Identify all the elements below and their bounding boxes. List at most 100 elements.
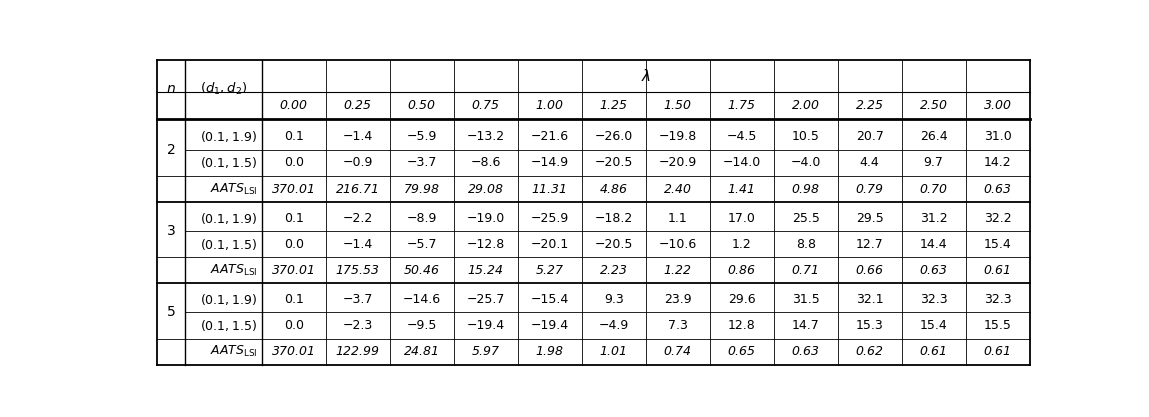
Text: 24.81: 24.81 <box>403 345 440 358</box>
Text: 32.3: 32.3 <box>920 293 948 306</box>
Text: $\mathit{AATS}_{\mathrm{LSI}}$: $\mathit{AATS}_{\mathrm{LSI}}$ <box>210 344 257 359</box>
Text: −8.6: −8.6 <box>470 156 501 169</box>
Text: 0.74: 0.74 <box>664 345 692 358</box>
Text: 0.50: 0.50 <box>408 99 435 112</box>
Text: −14.9: −14.9 <box>531 156 569 169</box>
Text: −19.0: −19.0 <box>466 211 504 225</box>
Text: 20.7: 20.7 <box>856 131 884 143</box>
Text: 12.7: 12.7 <box>856 238 884 251</box>
Text: −25.9: −25.9 <box>531 211 569 225</box>
Text: 9.3: 9.3 <box>604 293 624 306</box>
Text: $n$: $n$ <box>165 82 176 96</box>
Text: 2.50: 2.50 <box>919 99 948 112</box>
Text: $(0.1, 1.9)$: $(0.1, 1.9)$ <box>200 211 257 226</box>
Text: 122.99: 122.99 <box>336 345 379 358</box>
Text: 370.01: 370.01 <box>271 345 316 358</box>
Text: 2.40: 2.40 <box>664 183 692 196</box>
Text: −9.5: −9.5 <box>407 319 437 332</box>
Text: $(0.1, 1.9)$: $(0.1, 1.9)$ <box>200 129 257 144</box>
Text: 14.2: 14.2 <box>984 156 1011 169</box>
Text: 0.79: 0.79 <box>856 183 884 196</box>
Text: 79.98: 79.98 <box>403 183 440 196</box>
Text: 1.1: 1.1 <box>668 211 687 225</box>
Text: 0.61: 0.61 <box>984 345 1011 358</box>
Text: 12.8: 12.8 <box>727 319 756 332</box>
Text: −13.2: −13.2 <box>466 131 504 143</box>
Text: $\mathit{AATS}_{\mathrm{LSI}}$: $\mathit{AATS}_{\mathrm{LSI}}$ <box>210 181 257 197</box>
Text: 4.86: 4.86 <box>600 183 627 196</box>
Text: 0.61: 0.61 <box>984 264 1011 277</box>
Text: 0.63: 0.63 <box>792 345 819 358</box>
Text: 0.98: 0.98 <box>792 183 819 196</box>
Text: −0.9: −0.9 <box>342 156 373 169</box>
Text: −14.0: −14.0 <box>723 156 761 169</box>
Text: −5.9: −5.9 <box>407 131 437 143</box>
Text: −5.7: −5.7 <box>407 238 437 251</box>
Text: 0.0: 0.0 <box>284 156 303 169</box>
Text: −19.4: −19.4 <box>466 319 504 332</box>
Text: 7.3: 7.3 <box>668 319 687 332</box>
Text: 0.63: 0.63 <box>919 264 948 277</box>
Text: 0.61: 0.61 <box>919 345 948 358</box>
Text: 29.5: 29.5 <box>856 211 884 225</box>
Text: 370.01: 370.01 <box>271 183 316 196</box>
Text: 1.00: 1.00 <box>535 99 564 112</box>
Text: −20.9: −20.9 <box>658 156 696 169</box>
Text: 15.5: 15.5 <box>984 319 1011 332</box>
Text: 3.00: 3.00 <box>984 99 1011 112</box>
Text: −8.9: −8.9 <box>407 211 437 225</box>
Text: −12.8: −12.8 <box>466 238 504 251</box>
Text: 26.4: 26.4 <box>920 131 948 143</box>
Text: 32.1: 32.1 <box>856 293 884 306</box>
Text: −1.4: −1.4 <box>342 131 372 143</box>
Text: −2.3: −2.3 <box>342 319 372 332</box>
Text: 0.0: 0.0 <box>284 319 303 332</box>
Text: 14.4: 14.4 <box>920 238 948 251</box>
Text: −3.7: −3.7 <box>342 293 373 306</box>
Text: 1.50: 1.50 <box>664 99 692 112</box>
Text: 0.66: 0.66 <box>856 264 884 277</box>
Text: 32.2: 32.2 <box>984 211 1011 225</box>
Text: $(0.1, 1.5)$: $(0.1, 1.5)$ <box>200 156 257 171</box>
Text: 11.31: 11.31 <box>532 183 568 196</box>
Text: 15.4: 15.4 <box>920 319 948 332</box>
Text: 0.70: 0.70 <box>919 183 948 196</box>
Text: −15.4: −15.4 <box>531 293 569 306</box>
Text: 32.3: 32.3 <box>984 293 1011 306</box>
Text: 8.8: 8.8 <box>795 238 816 251</box>
Text: 29.08: 29.08 <box>468 183 503 196</box>
Text: 0.00: 0.00 <box>279 99 308 112</box>
Text: 2.00: 2.00 <box>792 99 819 112</box>
Text: 0.63: 0.63 <box>984 183 1011 196</box>
Text: −26.0: −26.0 <box>594 131 633 143</box>
Text: −19.8: −19.8 <box>658 131 696 143</box>
Text: 0.1: 0.1 <box>284 293 303 306</box>
Text: −1.4: −1.4 <box>342 238 372 251</box>
Text: 370.01: 370.01 <box>271 264 316 277</box>
Text: −25.7: −25.7 <box>466 293 504 306</box>
Text: 0.62: 0.62 <box>856 345 884 358</box>
Text: 14.7: 14.7 <box>792 319 819 332</box>
Text: −2.2: −2.2 <box>342 211 372 225</box>
Text: 0.1: 0.1 <box>284 211 303 225</box>
Text: 1.75: 1.75 <box>727 99 756 112</box>
Text: −18.2: −18.2 <box>594 211 633 225</box>
Text: $(0.1, 1.9)$: $(0.1, 1.9)$ <box>200 292 257 307</box>
Text: $\lambda$: $\lambda$ <box>641 68 650 84</box>
Text: 0.25: 0.25 <box>344 99 371 112</box>
Text: 216.71: 216.71 <box>336 183 379 196</box>
Text: 15.3: 15.3 <box>856 319 884 332</box>
Text: 1.98: 1.98 <box>535 345 564 358</box>
Text: 2.25: 2.25 <box>856 99 884 112</box>
Text: 1.41: 1.41 <box>727 183 756 196</box>
Text: 29.6: 29.6 <box>727 293 756 306</box>
Text: 15.24: 15.24 <box>468 264 503 277</box>
Text: −14.6: −14.6 <box>402 293 441 306</box>
Text: $3$: $3$ <box>167 224 176 238</box>
Text: 17.0: 17.0 <box>727 211 756 225</box>
Text: 31.5: 31.5 <box>792 293 819 306</box>
Text: 5.27: 5.27 <box>535 264 564 277</box>
Text: 0.75: 0.75 <box>472 99 500 112</box>
Text: −20.1: −20.1 <box>531 238 569 251</box>
Text: 0.65: 0.65 <box>727 345 756 358</box>
